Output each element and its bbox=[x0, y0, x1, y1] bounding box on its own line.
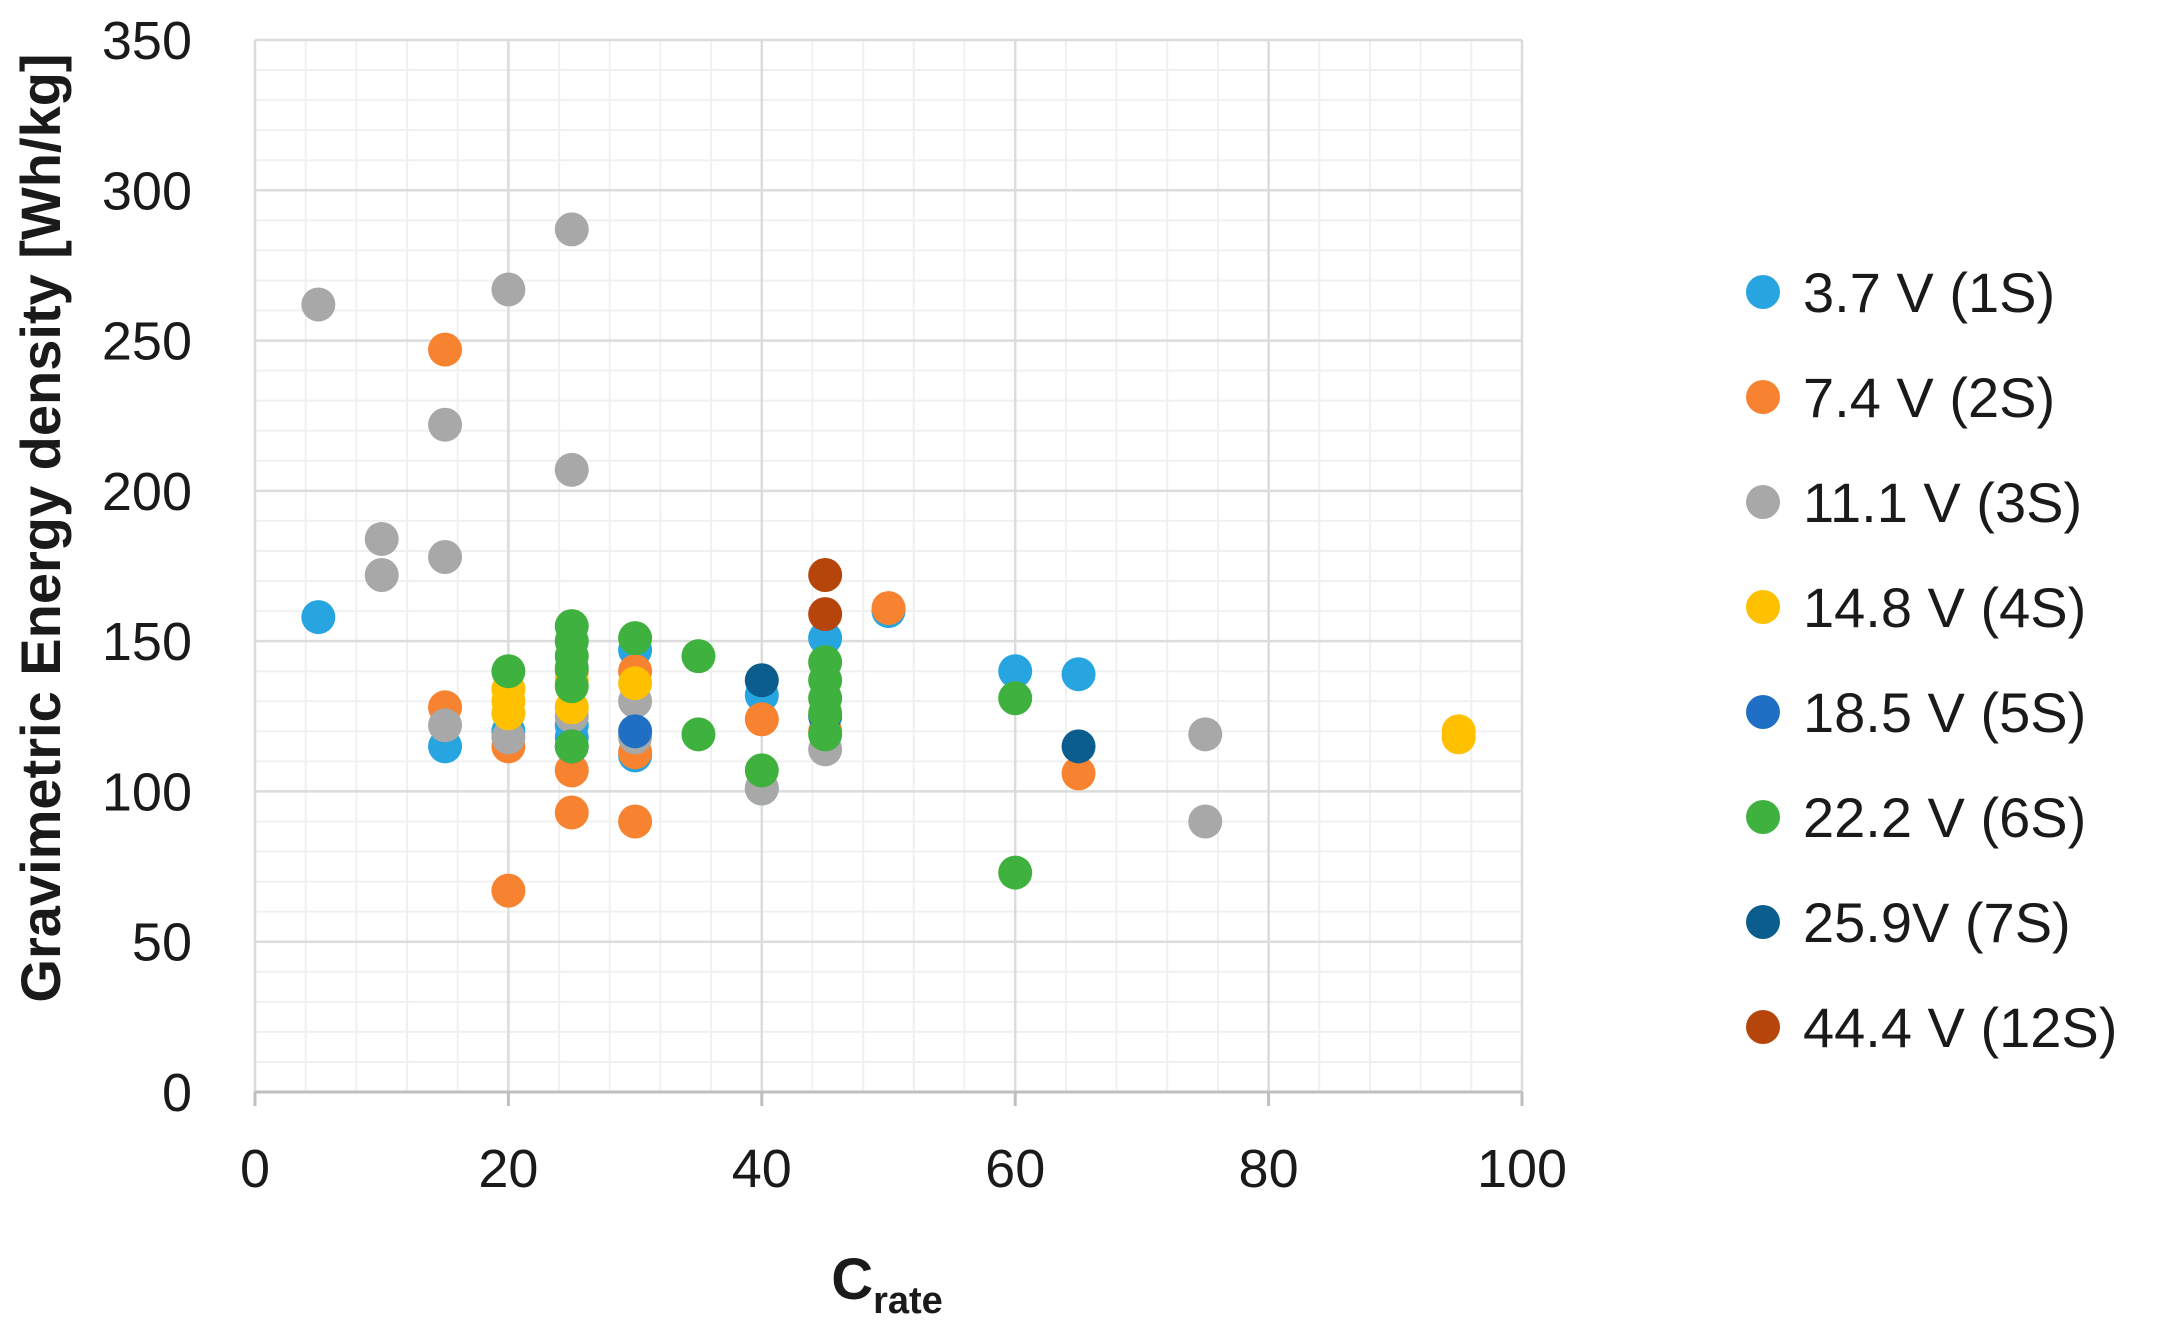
data-point bbox=[301, 600, 336, 635]
data-point bbox=[364, 558, 399, 593]
data-point bbox=[618, 714, 653, 749]
data-point bbox=[744, 663, 779, 698]
x-axis-tick-marks bbox=[253, 1092, 1524, 1106]
legend-item: 3.7 V (1S) bbox=[1746, 261, 2055, 324]
data-point bbox=[428, 708, 463, 743]
x-tick-label: 20 bbox=[478, 1139, 538, 1199]
legend-item: 44.4 V (12S) bbox=[1746, 996, 2117, 1059]
legend-label: 44.4 V (12S) bbox=[1803, 996, 2117, 1059]
series-7-points bbox=[744, 663, 1096, 764]
data-point bbox=[554, 212, 589, 247]
legend-label: 11.1 V (3S) bbox=[1803, 471, 2082, 534]
x-axis-title-main: C bbox=[831, 1247, 873, 1312]
data-points bbox=[301, 212, 1476, 908]
data-point bbox=[808, 597, 843, 632]
legend-marker bbox=[1746, 380, 1780, 414]
data-point bbox=[1441, 714, 1476, 749]
data-point bbox=[808, 621, 843, 656]
data-point bbox=[491, 272, 526, 307]
y-tick-label: 350 bbox=[102, 11, 192, 71]
x-tick-label: 60 bbox=[985, 1139, 1045, 1199]
y-tick-label: 200 bbox=[102, 462, 192, 522]
data-point bbox=[1061, 756, 1096, 791]
data-point bbox=[1061, 657, 1096, 692]
series-8-points bbox=[808, 558, 843, 632]
y-axis-tick-labels: 0 50 100 150 200 250 300 350 bbox=[102, 11, 192, 1123]
data-point bbox=[871, 591, 906, 626]
data-point bbox=[1188, 717, 1223, 752]
data-point bbox=[681, 717, 716, 752]
data-point bbox=[744, 753, 779, 788]
data-point bbox=[744, 702, 779, 737]
legend-marker bbox=[1746, 485, 1780, 519]
data-point bbox=[998, 654, 1033, 689]
y-tick-label: 300 bbox=[102, 161, 192, 221]
y-tick-label: 100 bbox=[102, 762, 192, 822]
y-tick-label: 50 bbox=[132, 913, 192, 973]
legend-label: 22.2 V (6S) bbox=[1803, 786, 2086, 849]
legend-label: 25.9V (7S) bbox=[1803, 891, 2071, 954]
legend-marker bbox=[1746, 1010, 1780, 1044]
legend-marker bbox=[1746, 275, 1780, 309]
legend-label: 14.8 V (4S) bbox=[1803, 576, 2086, 639]
legend-label: 7.4 V (2S) bbox=[1803, 366, 2055, 429]
x-axis-tick-labels: 0 20 40 60 80 100 bbox=[240, 1139, 1567, 1199]
data-point bbox=[618, 621, 653, 656]
data-point bbox=[1061, 729, 1096, 764]
data-point bbox=[618, 804, 653, 839]
data-point bbox=[491, 720, 526, 755]
data-point bbox=[364, 521, 399, 556]
y-tick-label: 250 bbox=[102, 312, 192, 372]
data-point bbox=[998, 855, 1033, 890]
x-axis-title-subscript: rate bbox=[873, 1280, 943, 1322]
data-point bbox=[808, 645, 843, 680]
data-point bbox=[554, 609, 589, 644]
data-point bbox=[428, 407, 463, 442]
legend: 3.7 V (1S) 7.4 V (2S) 11.1 V (3S) 14.8 V (4… bbox=[1746, 261, 2117, 1059]
legend-item: 22.2 V (6S) bbox=[1746, 786, 2086, 849]
legend-item: 25.9V (7S) bbox=[1746, 891, 2071, 954]
data-point bbox=[554, 729, 589, 764]
legend-item: 18.5 V (5S) bbox=[1746, 681, 2086, 744]
y-tick-label: 0 bbox=[162, 1063, 192, 1123]
x-tick-label: 40 bbox=[732, 1139, 792, 1199]
data-point bbox=[491, 654, 526, 689]
data-point bbox=[1188, 804, 1223, 839]
legend-label: 3.7 V (1S) bbox=[1803, 261, 2055, 324]
legend-label: 18.5 V (5S) bbox=[1803, 681, 2086, 744]
legend-item: 14.8 V (4S) bbox=[1746, 576, 2086, 639]
legend-marker bbox=[1746, 590, 1780, 624]
data-point bbox=[428, 539, 463, 574]
series-6-points bbox=[491, 609, 1033, 890]
data-point bbox=[491, 873, 526, 908]
data-point bbox=[554, 795, 589, 830]
legend-marker bbox=[1746, 800, 1780, 834]
x-tick-label: 80 bbox=[1239, 1139, 1299, 1199]
legend-marker bbox=[1746, 695, 1780, 729]
legend-marker bbox=[1746, 905, 1780, 939]
data-point bbox=[428, 332, 463, 367]
data-point bbox=[554, 753, 589, 788]
legend-item: 7.4 V (2S) bbox=[1746, 366, 2055, 429]
data-point bbox=[554, 452, 589, 487]
data-point bbox=[808, 558, 843, 593]
y-tick-label: 150 bbox=[102, 612, 192, 672]
data-point bbox=[998, 681, 1033, 716]
x-tick-label: 0 bbox=[240, 1139, 270, 1199]
data-point bbox=[681, 639, 716, 674]
y-axis-title: Gravimetric Energy density [Wh/kg] bbox=[9, 53, 72, 1002]
x-axis-title: Crate bbox=[831, 1247, 943, 1322]
legend-item: 11.1 V (3S) bbox=[1746, 471, 2082, 534]
data-point bbox=[301, 287, 336, 322]
data-point bbox=[618, 666, 653, 701]
x-tick-label: 100 bbox=[1477, 1139, 1567, 1199]
